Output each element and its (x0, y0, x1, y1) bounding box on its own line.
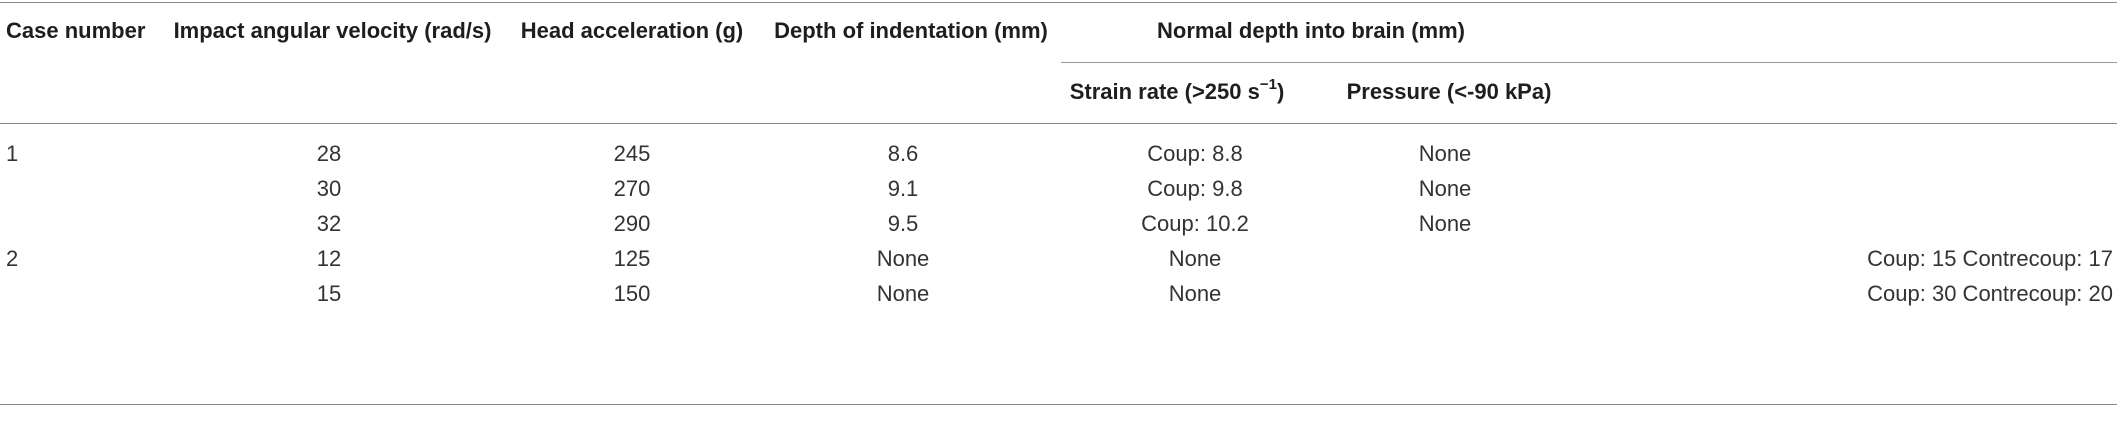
header-strain-rate-text: Strain rate (>250 s (1069, 79, 1260, 104)
cell-head-acceleration: 290 (613, 211, 651, 236)
cell-pressure: None (1418, 141, 1472, 166)
cell-strain-rate: Coup: 10.2 (1141, 211, 1249, 236)
cell-strain-rate: None (1168, 246, 1222, 271)
cell-head-acceleration: 125 (613, 246, 651, 271)
table-header: Case number Impact angular velocity (rad… (0, 0, 2117, 124)
cell-impact-velocity: 28 (316, 141, 342, 166)
cell-pressure: None (1418, 176, 1472, 201)
cell-strain-rate: Coup: 8.8 (1147, 141, 1243, 166)
cell-depth-of-indentation: 9.1 (887, 176, 919, 201)
header-normal-depth-into-brain: Normal depth into brain (mm) (1157, 18, 1465, 43)
table-row: 2 12 125 None None Coup: 15 Contrecoup: 17 (0, 241, 2117, 276)
header-group-normal-depth: Normal depth into brain (mm) (1061, 0, 2117, 63)
cell-depth-of-indentation: 8.6 (887, 141, 919, 166)
data-table: Case number Impact angular velocity (rad… (0, 0, 2117, 124)
cell-strain-rate: Coup: 9.8 (1147, 176, 1243, 201)
cell-impact-velocity: 12 (316, 246, 342, 271)
header-head-acceleration: Head acceleration (g) (503, 0, 761, 124)
cell-depth-of-indentation: 9.5 (887, 211, 919, 236)
cell-depth-of-indentation: None (876, 246, 930, 271)
cell-impact-velocity: 15 (316, 281, 342, 306)
cell-case-number: 1 (6, 141, 19, 166)
header-impact-angular-velocity: Impact angular velocity (rad/s) (162, 0, 503, 124)
cell-head-acceleration: 245 (613, 141, 651, 166)
header-subgroup: Strain rate (>250 s−1) Pressure (<-90 kP… (1061, 62, 2117, 124)
table-row: 32 290 9.5 Coup: 10.2 None (0, 206, 2117, 241)
header-case-number: Case number (0, 0, 162, 124)
header-row-2: Strain rate (>250 s−1) Pressure (<-90 kP… (0, 62, 2117, 124)
cell-pressure: Coup: 30 Contrecoup: 20 (1867, 281, 2113, 306)
cell-pressure: Coup: 15 Contrecoup: 17 (1867, 246, 2113, 271)
cell-case-number: 2 (6, 246, 19, 271)
cell-impact-velocity: 32 (316, 211, 342, 236)
cell-pressure: None (1418, 211, 1472, 236)
cell-head-acceleration: 150 (613, 281, 651, 306)
table-bottom-rule (0, 404, 2117, 405)
header-strain-rate-sup: −1 (1259, 75, 1277, 93)
table-row: 15 150 None None Coup: 30 Contrecoup: 20 (0, 276, 2117, 311)
table-row: 1 28 245 8.6 Coup: 8.8 None (0, 136, 2117, 171)
header-strain-rate: Strain rate (>250 s−1) (1061, 75, 1293, 105)
header-pressure: Pressure (<-90 kPa) (1346, 79, 1552, 104)
cell-strain-rate: None (1168, 281, 1222, 306)
header-row-1: Case number Impact angular velocity (rad… (0, 0, 2117, 124)
header-strain-rate-suffix: ) (1276, 79, 1285, 104)
cell-depth-of-indentation: None (876, 281, 930, 306)
header-depth-of-indentation: Depth of indentation (mm) (761, 0, 1061, 124)
table-row: 30 270 9.1 Coup: 9.8 None (0, 171, 2117, 206)
cell-impact-velocity: 30 (316, 176, 342, 201)
cell-head-acceleration: 270 (613, 176, 651, 201)
